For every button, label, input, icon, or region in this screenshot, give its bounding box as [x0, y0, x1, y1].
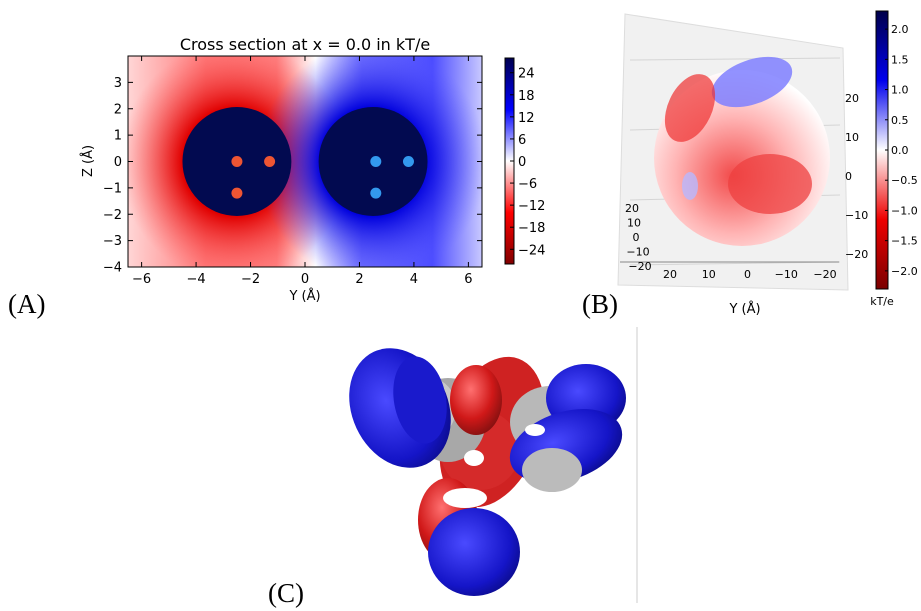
positive-patch [711, 56, 793, 108]
hole [525, 424, 545, 436]
y-tick-label: 2 [114, 102, 122, 117]
negative-patch [728, 154, 812, 214]
colorbar-tick-label: 0 [518, 155, 526, 170]
y-tick-label: −4 [103, 261, 122, 276]
point-charge [370, 156, 382, 167]
colorbar-tick-label: −1.5 [891, 235, 918, 248]
right-tick-label: 0 [845, 170, 852, 183]
point-charge [264, 156, 276, 167]
x-tick-label: −4 [186, 272, 205, 287]
x-tick-label: 10 [702, 268, 716, 281]
right-axis-ticks: 20 10 0 −10 −20 [845, 92, 868, 261]
right-tick-label: −20 [845, 248, 868, 261]
x-axis-ticks: 20 10 0 −10 −20 [663, 268, 837, 281]
negative-patch [664, 74, 716, 142]
hole [443, 488, 487, 508]
x-axis-label: Y (Å) [288, 288, 320, 304]
x-tick-label: −2 [241, 272, 260, 287]
y-axis-label: Z (Å) [80, 145, 96, 177]
colorbar-tick-label: 2.0 [891, 23, 909, 36]
blue-lobe [393, 356, 447, 444]
panel-c-surface: (C) [268, 327, 638, 608]
point-charge [370, 187, 382, 199]
panel-label-a: (A) [8, 289, 45, 319]
positive-patch [682, 172, 698, 200]
point-charge [402, 156, 414, 167]
colorbar-tick-label: 12 [518, 111, 535, 126]
colorbar-tick-label: −18 [518, 221, 545, 236]
x-tick-label: 6 [464, 272, 472, 287]
colorbar-tick-label: 0.5 [891, 114, 909, 127]
colorbar-tick-label: 6 [518, 133, 526, 148]
point-charge [231, 187, 243, 199]
x-tick-label: 20 [663, 268, 677, 281]
colorbar-tick-label: 24 [518, 67, 535, 82]
x-tick-label: 0 [744, 268, 751, 281]
hole [464, 450, 484, 466]
grid-line [629, 57, 841, 61]
colorbar-tick-label: 1.0 [891, 84, 909, 97]
colorbar-tick-label: −12 [518, 199, 545, 214]
colorbar-tick-label: 18 [518, 89, 535, 104]
y-tick-label: −3 [103, 234, 122, 249]
colorbar-tick-label: −0.5 [891, 174, 918, 187]
chart-title: Cross section at x = 0.0 in kT/e [180, 35, 430, 54]
y-tick-label: 3 [114, 76, 122, 91]
charge-layer [231, 156, 414, 199]
colorbar-tick-label: 0.0 [891, 144, 909, 157]
y-tick-label: 1 [114, 129, 122, 144]
left-tick-label: 10 [627, 217, 641, 230]
left-tick-label: 0 [633, 231, 640, 244]
right-tick-label: 20 [845, 92, 859, 105]
x-tick-label: −10 [775, 268, 798, 281]
colorbar-tick-label: −1.0 [891, 204, 918, 217]
colorbar-tick-label: −6 [518, 177, 537, 192]
panel-label-c: (C) [268, 578, 304, 608]
colorbar-tick-label: 1.5 [891, 53, 909, 66]
x-tick-label: 0 [301, 272, 309, 287]
colorbar-tick-label: −2.0 [891, 265, 918, 278]
right-tick-label: 10 [845, 131, 859, 144]
left-tick-label: −10 [626, 246, 649, 259]
panel-label-b: (B) [582, 289, 618, 319]
left-axis-ticks: 20 100 −10−20 [625, 202, 652, 273]
point-charge [231, 156, 243, 167]
blue-lobe [428, 508, 520, 596]
x-tick-label: 4 [410, 272, 418, 287]
left-tick-label: 20 [625, 202, 639, 215]
colorbar-label: kT/e [870, 295, 894, 308]
atoms [522, 448, 582, 492]
y-tick-label: −2 [103, 208, 122, 223]
red-lobe [450, 365, 502, 435]
x-axis-ticks: −6 −4 −2 0 2 4 6 [132, 56, 473, 287]
x-tick-label: −6 [132, 272, 151, 287]
x-tick-label: −20 [813, 268, 836, 281]
left-tick-label: −20 [628, 260, 651, 273]
y-tick-label: −1 [103, 181, 122, 196]
x-axis-label: Y (Å) [728, 301, 760, 317]
x-tick-label: 2 [355, 272, 363, 287]
colorbar-tick-label: −24 [518, 243, 545, 258]
y-axis-ticks: 3 2 1 0 −1 −2 −3 −4 [103, 76, 482, 276]
right-tick-label: −10 [845, 209, 868, 222]
colorbar-ticks: 2.0 1.5 1.0 0.5 0.0 −0.5 −1.0 −1.5 −2.0 [885, 23, 918, 278]
y-tick-label: 0 [114, 155, 122, 170]
colorbar-ticks: 24 18 12 6 0 −6 −12 −18 −24 [510, 67, 545, 258]
